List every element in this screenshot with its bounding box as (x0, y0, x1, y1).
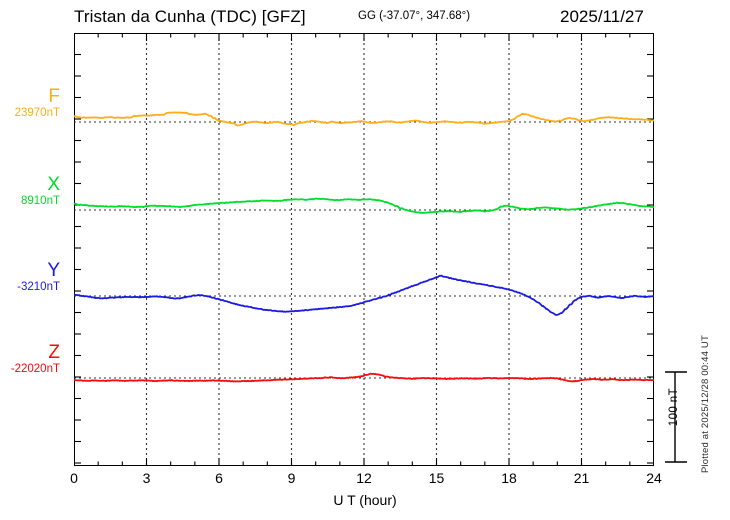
component-letter-x: X (47, 174, 60, 195)
x-axis-title-text: U T (hour) (333, 492, 397, 508)
component-letter-z: Z (48, 342, 60, 363)
component-baseline-y: -3210nT (17, 281, 60, 293)
plot-date: 2025/11/27 (560, 7, 644, 26)
x-tick-label: 21 (573, 470, 590, 486)
component-baseline-z: -22020nT (10, 363, 60, 375)
x-tick-label: 15 (428, 470, 445, 486)
x-tick-label: 12 (356, 470, 372, 486)
x-axis-title: U T (hour) (0, 492, 730, 508)
x-tick-label: 18 (501, 470, 517, 486)
plotted-timestamp: Plotted at 2025/12/28 00:44 UT (700, 335, 711, 474)
component-baseline-f: 23970nT (14, 107, 60, 119)
x-tick-label: 24 (646, 470, 662, 486)
x-tick-label: 3 (142, 470, 151, 486)
magnetogram-plot (74, 33, 654, 466)
component-letter-y: Y (47, 260, 60, 281)
x-tick-label: 6 (215, 470, 223, 486)
x-tick-label: 9 (287, 470, 296, 486)
page-title: Tristan da Cunha (TDC) [GFZ] (74, 7, 306, 26)
x-tick-label: 0 (70, 470, 78, 486)
component-baseline-x: 8910nT (20, 195, 60, 207)
geographic-coordinates: GG (-37.07°, 347.68°) (358, 10, 471, 22)
scale-bar-label: 100 nT (668, 388, 680, 427)
component-letter-f: F (48, 86, 60, 107)
scale-bar-icon (665, 371, 687, 463)
